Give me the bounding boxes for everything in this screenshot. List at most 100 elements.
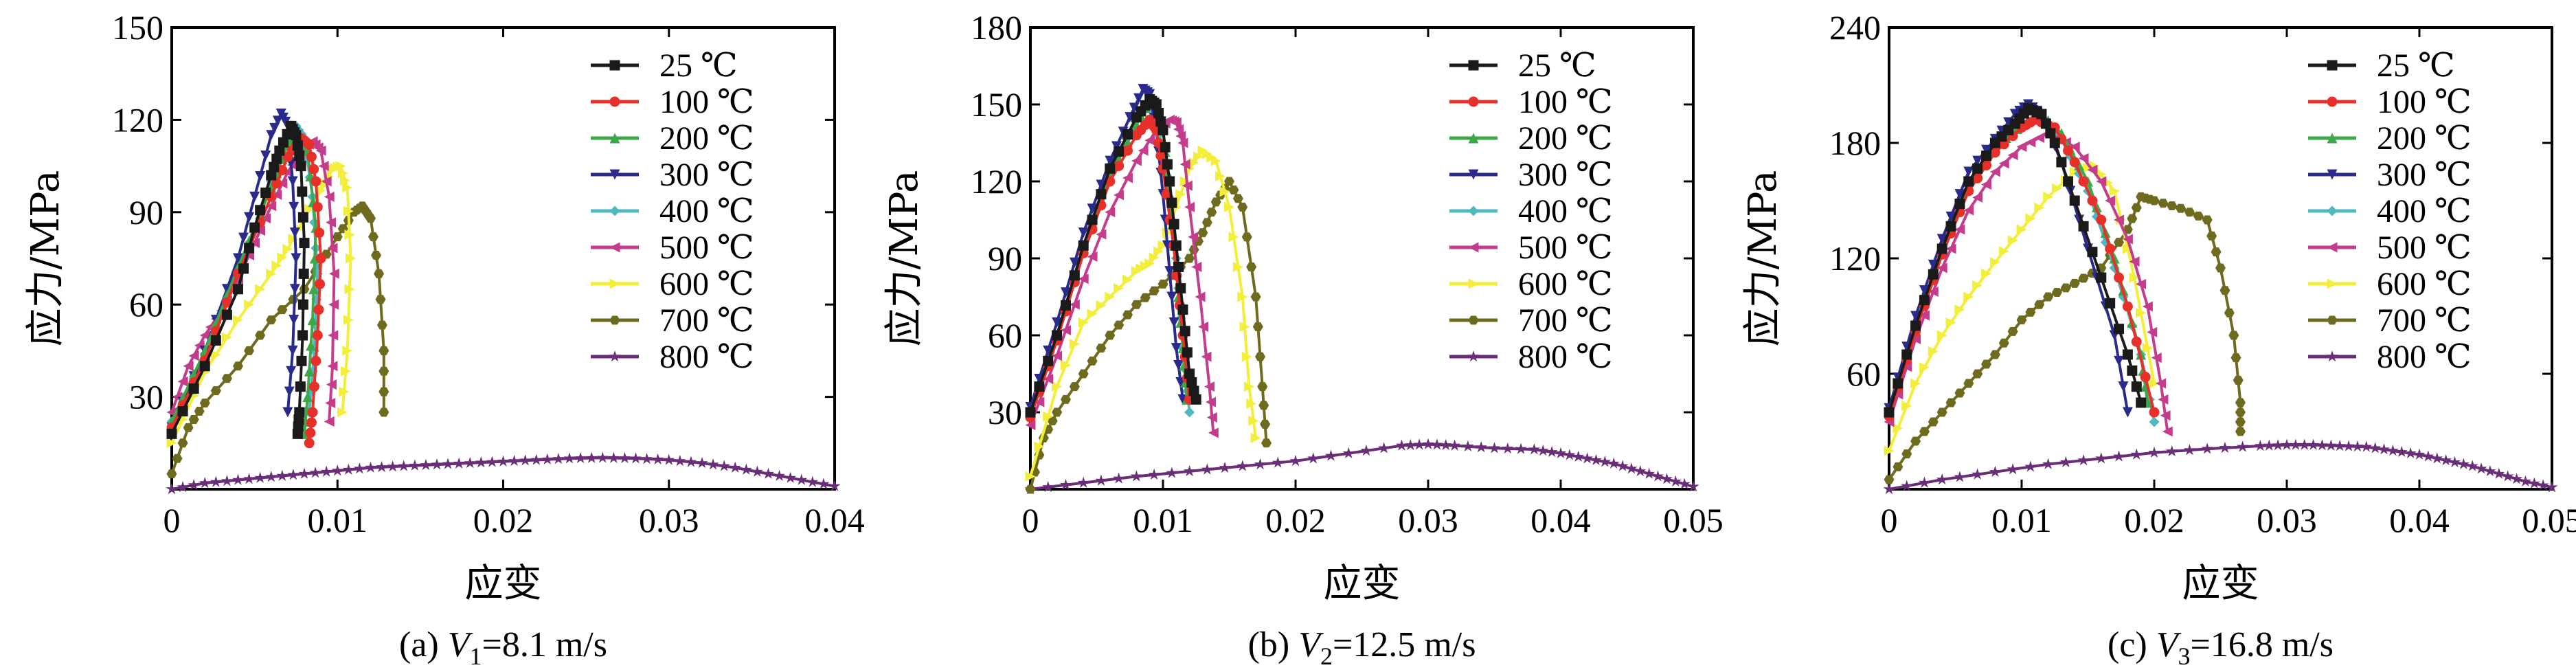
data-point-b-6 xyxy=(1193,151,1204,162)
data-point-a-3 xyxy=(266,130,277,141)
legend-label-a: 25 ℃ xyxy=(659,47,738,84)
x-tick-label-a: 0.02 xyxy=(473,501,534,539)
data-point-a-5 xyxy=(324,191,335,202)
data-point-c-5 xyxy=(2105,195,2116,206)
data-point-b-1 xyxy=(1155,150,1166,161)
data-point-c-5 xyxy=(1910,334,1921,345)
data-point-b-5 xyxy=(1206,412,1217,423)
data-point-a-8 xyxy=(519,454,532,466)
data-point-c-5 xyxy=(2158,394,2169,405)
data-point-b-7 xyxy=(1052,407,1063,417)
data-point-a-0 xyxy=(296,355,307,366)
caption-a: (a) V1=8.1 m/s xyxy=(399,625,607,670)
data-point-c-0 xyxy=(2131,381,2142,392)
data-point-b-8 xyxy=(1475,441,1487,453)
data-point-b-6 xyxy=(1239,322,1250,333)
data-point-b-8 xyxy=(1422,438,1434,449)
data-point-a-2 xyxy=(307,315,318,326)
data-point-c-7 xyxy=(2184,208,2195,217)
data-point-a-8 xyxy=(409,459,421,471)
data-point-a-3 xyxy=(282,407,293,418)
data-point-a-5 xyxy=(277,178,288,189)
data-point-c-7 xyxy=(1919,427,1930,436)
data-point-b-3 xyxy=(1069,257,1080,268)
data-point-c-6 xyxy=(1989,257,2000,268)
legend-label-a: 700 ℃ xyxy=(659,302,754,339)
legend-marker-b xyxy=(1468,278,1479,289)
data-point-b-0 xyxy=(1157,124,1168,135)
legend-marker-c xyxy=(2326,350,2338,362)
data-point-b-6 xyxy=(1052,381,1063,392)
data-point-c-7 xyxy=(2202,215,2213,225)
data-point-b-0 xyxy=(1060,300,1071,311)
data-point-b-7 xyxy=(1224,177,1234,186)
data-point-a-3 xyxy=(238,232,249,243)
legend-label-c: 25 ℃ xyxy=(2377,47,2455,84)
data-point-c-5 xyxy=(1945,243,1956,254)
data-point-a-8 xyxy=(287,469,300,480)
data-point-c-6 xyxy=(2016,224,2027,235)
legend-label-a: 200 ℃ xyxy=(659,120,754,157)
data-point-b-5 xyxy=(1131,155,1142,166)
data-point-a-8 xyxy=(475,456,487,468)
data-point-a-5 xyxy=(260,213,271,224)
data-point-c-5 xyxy=(2087,164,2098,175)
legend-marker-b xyxy=(1468,242,1479,253)
data-point-c-1 xyxy=(2122,301,2133,312)
data-point-c-0 xyxy=(1884,407,1895,418)
data-point-c-7 xyxy=(2127,214,2138,223)
data-point-c-5 xyxy=(2025,137,2036,148)
data-point-c-5 xyxy=(1989,166,2000,177)
data-point-a-0 xyxy=(278,137,289,148)
data-point-c-7 xyxy=(2034,300,2045,309)
data-point-a-8 xyxy=(629,452,642,464)
y-tick-label-a: 120 xyxy=(112,100,163,139)
data-point-a-6 xyxy=(266,268,277,279)
data-point-b-8 xyxy=(1378,442,1390,453)
data-point-a-0 xyxy=(269,161,280,172)
data-point-b-8 xyxy=(1289,454,1302,467)
data-point-a-8 xyxy=(696,456,708,469)
data-point-a-5 xyxy=(318,161,329,172)
data-point-a-0 xyxy=(177,406,188,417)
data-point-c-6 xyxy=(1910,378,1921,389)
chart-panel-c: 0 0.01 0.02 0.03 0.04 0.05 60 120 180 240 应变 应力/MPa… xyxy=(1717,0,2576,672)
data-point-a-6 xyxy=(288,234,299,245)
data-point-b-7 xyxy=(1241,232,1252,242)
data-point-c-6 xyxy=(1945,317,1956,328)
data-point-b-3 xyxy=(1171,343,1182,354)
data-point-b-7 xyxy=(1258,401,1269,410)
data-point-a-0 xyxy=(221,309,232,320)
data-point-a-5 xyxy=(325,398,336,409)
data-point-b-6 xyxy=(1069,338,1080,349)
data-point-b-0 xyxy=(1105,163,1116,174)
data-point-c-7 xyxy=(2069,278,2080,288)
data-point-a-0 xyxy=(238,263,249,274)
data-point-a-0 xyxy=(292,428,303,439)
data-point-a-6 xyxy=(343,315,354,326)
legend-label-c: 500 ℃ xyxy=(2377,229,2472,266)
data-point-c-8 xyxy=(2404,447,2417,459)
data-point-c-7 xyxy=(2206,231,2217,240)
y-tick-label-c: 60 xyxy=(1846,355,1881,393)
data-point-a-5 xyxy=(326,217,337,228)
data-point-a-2 xyxy=(308,284,319,295)
legend-marker-c xyxy=(2327,205,2338,216)
data-point-b-7 xyxy=(1260,419,1271,429)
data-point-c-8 xyxy=(1918,476,1931,488)
data-point-c-8 xyxy=(1989,465,2001,478)
data-point-a-2 xyxy=(304,366,315,377)
data-point-a-8 xyxy=(817,478,830,489)
data-point-a-2 xyxy=(302,392,313,403)
data-point-a-8 xyxy=(376,460,388,473)
data-point-b-0 xyxy=(1173,261,1184,272)
legend-label-a: 100 ℃ xyxy=(659,84,754,120)
legend-marker-b xyxy=(1468,96,1479,107)
data-point-b-8 xyxy=(1219,461,1231,473)
data-point-c-7 xyxy=(2193,211,2204,221)
x-axis-title-c: 应变 xyxy=(2182,561,2259,606)
data-point-c-8 xyxy=(2369,442,2382,453)
legend-label-c: 200 ℃ xyxy=(2377,120,2472,157)
data-point-b-7 xyxy=(1255,352,1266,361)
y-tick-label-a: 30 xyxy=(129,378,163,416)
